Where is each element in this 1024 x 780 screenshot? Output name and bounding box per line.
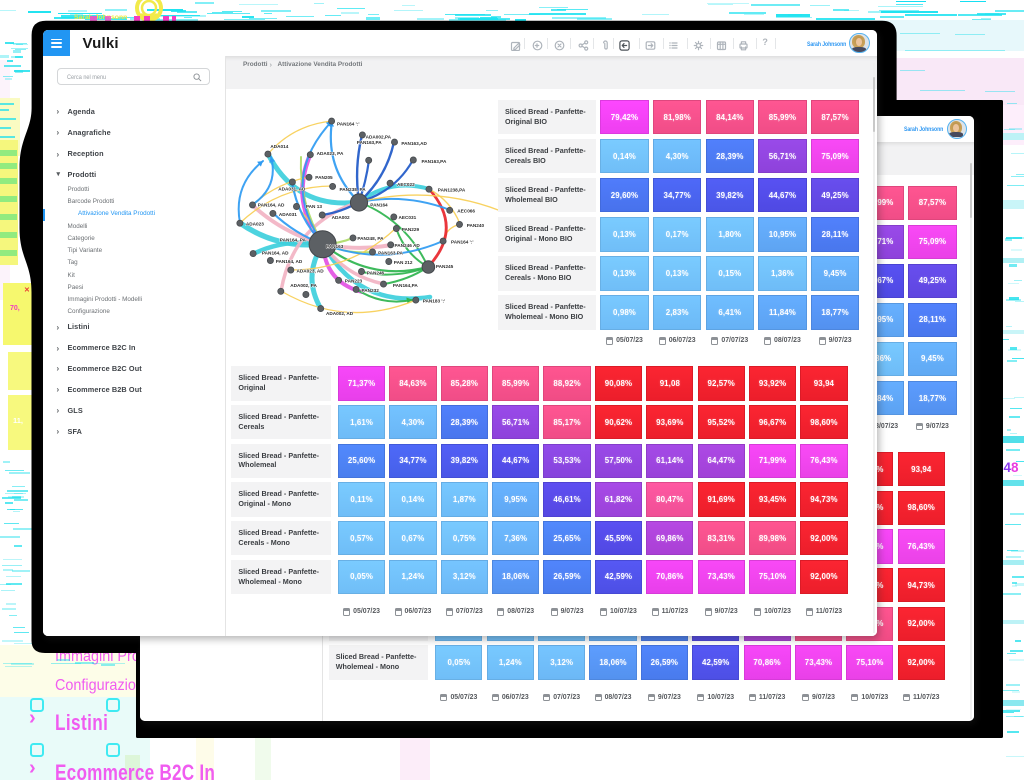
svg-text:PAN248, PA: PAN248, PA xyxy=(357,236,384,241)
svg-text:ADA002, AD: ADA002, AD xyxy=(326,311,354,316)
svg-text:PAN238, PA: PAN238, PA xyxy=(340,187,367,192)
svg-text:PAN229: PAN229 xyxy=(402,227,420,232)
svg-text:PAN163,PA: PAN163,PA xyxy=(422,159,447,164)
svg-text:ADA031, AD: ADA031, AD xyxy=(278,187,306,192)
svg-text:PAN163,PA: PAN163,PA xyxy=(357,140,382,145)
svg-text:PAN164: PAN164 xyxy=(370,202,388,207)
svg-text:PAN 212: PAN 212 xyxy=(394,260,413,265)
svg-text:PAN164, PA: PAN164, PA xyxy=(280,238,307,243)
svg-text:PAN223: PAN223 xyxy=(345,279,363,284)
svg-text:PAN164, AD: PAN164, AD xyxy=(258,202,285,207)
svg-text:PAN164, AD: PAN164, AD xyxy=(262,250,289,255)
svg-text:PAN246 AD: PAN246 AD xyxy=(395,243,421,248)
svg-text:PAN 13: PAN 13 xyxy=(306,204,322,209)
svg-text:PAN246: PAN246 xyxy=(367,270,385,275)
svg-text:PAN164 ':': PAN164 ':' xyxy=(451,239,473,244)
svg-text:AEC066: AEC066 xyxy=(457,209,475,214)
svg-text:PAN245: PAN245 xyxy=(436,264,454,269)
svg-text:ADA002,PA: ADA002,PA xyxy=(366,134,392,139)
svg-text:ADA002, PA: ADA002, PA xyxy=(290,283,317,288)
svg-text:PAN163: PAN163 xyxy=(326,244,344,249)
svg-text:PAN164 ':': PAN164 ':' xyxy=(337,121,359,126)
svg-text:ADA023: ADA023 xyxy=(246,222,264,227)
svg-text:AEC022: AEC022 xyxy=(397,182,415,187)
svg-text:PAN205: PAN205 xyxy=(315,175,333,180)
svg-text:PAN164, AD: PAN164, AD xyxy=(276,259,303,264)
svg-text:PAN240: PAN240 xyxy=(467,223,485,228)
svg-text:PAN163 PA: PAN163 PA xyxy=(378,250,403,255)
svg-text:PAN1238,PA: PAN1238,PA xyxy=(438,187,466,192)
svg-text:ADA014: ADA014 xyxy=(270,144,288,149)
svg-text:PAN183 ':': PAN183 ':' xyxy=(423,298,445,303)
svg-text:PAN164,PA: PAN164,PA xyxy=(393,283,418,288)
svg-text:PAN232: PAN232 xyxy=(362,288,380,293)
svg-text:ADA023, AD: ADA023, AD xyxy=(297,268,325,273)
svg-text:ADA031: ADA031 xyxy=(279,212,297,217)
svg-text:PAN163,AD: PAN163,AD xyxy=(401,141,427,146)
svg-text:ADA023, PA: ADA023, PA xyxy=(317,151,344,156)
svg-text:AEC031: AEC031 xyxy=(399,215,417,220)
svg-text:ADA002: ADA002 xyxy=(332,215,350,220)
